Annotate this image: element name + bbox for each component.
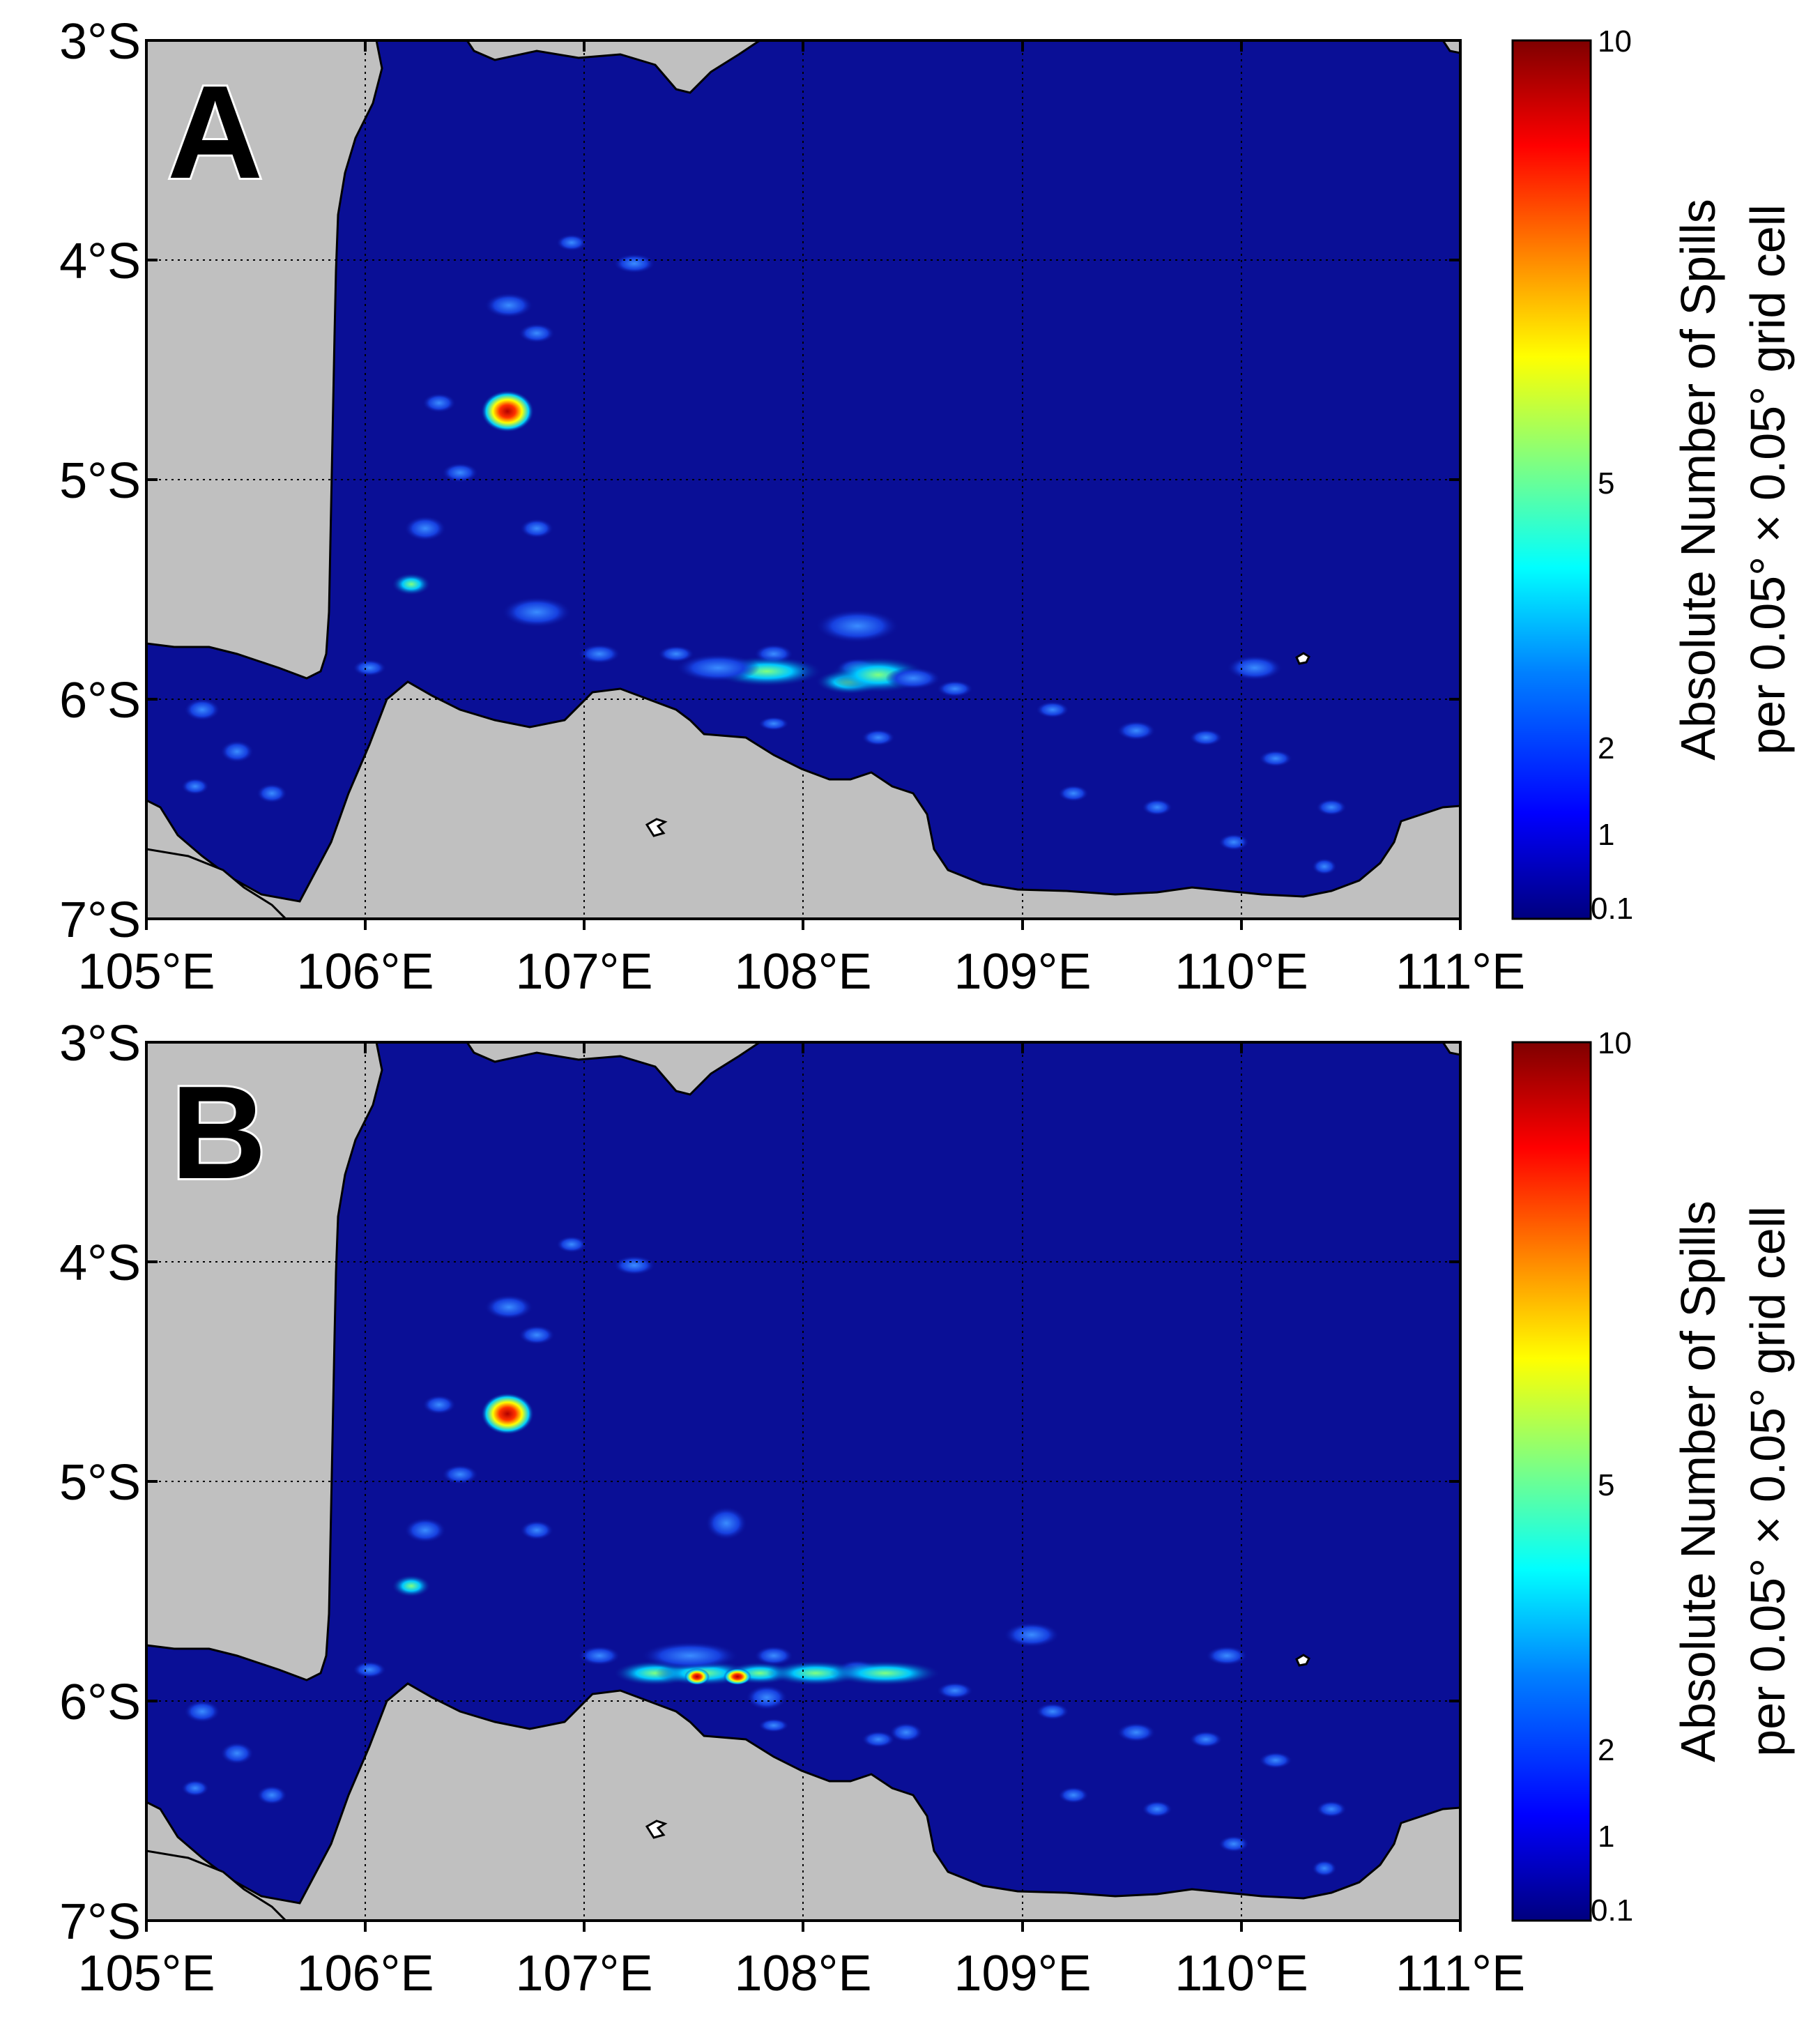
panel-a-lon-tick: 106°E [297,944,434,1000]
panel-a: A 3°S 4°S 5°S 6°S 7°S 105°E 106°E 107°E … [59,14,1795,1000]
panel-b-colorbar: 10 5 2 1 0.1 Absolute Number of Spills p… [1511,1026,1795,1928]
panel-a-lat-tick: 4°S [59,234,141,289]
panel-a-lon-tick: 108°E [735,944,872,1000]
panel-b-hotspot-secondary [685,1668,710,1685]
panel-a-lat-tick: 3°S [59,14,141,70]
panel-b: B 3°S 4°S 5°S 6°S 7°S 105°E 106°E 107°E … [59,1016,1795,2001]
panel-b-label: B [171,1059,266,1207]
panel-b-lat-tick: 4°S [59,1235,141,1291]
panel-a-colorbar-tick: 10 [1598,24,1632,59]
panel-a-lon-tick: 110°E [1175,944,1308,1000]
panel-a-lon-tick: 107°E [516,944,653,1000]
panel-b-lon-tick: 105°E [78,1946,215,2001]
panel-a-colorbar-tick: 2 [1598,731,1614,765]
panel-a-colorbar-title-line1: Absolute Number of Spills [1671,199,1725,760]
panel-b-colorbar-tick: 1 [1598,1820,1614,1854]
panel-a-colorbar: 10 5 2 1 0.1 Absolute Number of Spills p… [1511,24,1795,926]
panel-b-hotspot-secondary [724,1668,751,1685]
panel-a-colorbar-tick: 5 [1598,466,1614,501]
panel-b-colorbar-tick: 10 [1598,1026,1632,1060]
panel-a-lat-tick: 5°S [59,453,141,509]
panel-b-colorbar-tick: 0.1 [1591,1893,1633,1928]
panel-b-hotspot [481,1393,534,1435]
panel-b-lon-tick: 107°E [516,1946,653,2001]
panel-b-lat-tick: 6°S [59,1675,141,1730]
panel-b-lon-tick: 111°E [1395,1946,1525,2001]
panel-b-lon-tick: 109°E [954,1946,1092,2001]
panel-b-lat-tick: 7°S [59,1894,141,1950]
panel-a-lon-tick: 111°E [1395,944,1525,1000]
panel-b-lat-tick: 3°S [59,1016,141,1071]
panel-b-lon-tick: 108°E [735,1946,872,2001]
panel-b-colorbar-title-line2: per 0.05° × 0.05° grid cell [1741,1206,1795,1757]
panel-b-spill-density [181,1236,1347,1877]
panel-b-colorbar-tick: 2 [1598,1733,1614,1767]
panel-b-lon-tick: 110°E [1175,1946,1308,2001]
panel-b-lat-tick: 5°S [59,1455,141,1511]
panel-a-label: A [167,59,263,206]
panel-a-colorbar-tick: 1 [1598,818,1614,852]
panel-b-colorbar-title-line1: Absolute Number of Spills [1671,1200,1725,1762]
panel-a-lon-tick: 105°E [78,944,215,1000]
panel-b-graticule [146,1042,1460,1921]
panel-a-lon-tick: 109°E [954,944,1092,1000]
panel-b-colorbar-tick: 5 [1598,1468,1614,1502]
panel-a-lat-tick: 6°S [59,673,141,729]
panel-a-colorbar-tick: 0.1 [1591,892,1633,926]
panel-a-lat-tick: 7°S [59,892,141,948]
panel-a-hotspot [481,390,534,432]
panel-a-spill-density [181,234,1347,875]
panel-a-colorbar-title-line2: per 0.05° × 0.05° grid cell [1741,204,1795,755]
panel-b-lon-tick: 106°E [297,1946,434,2001]
panel-a-graticule [146,40,1460,919]
